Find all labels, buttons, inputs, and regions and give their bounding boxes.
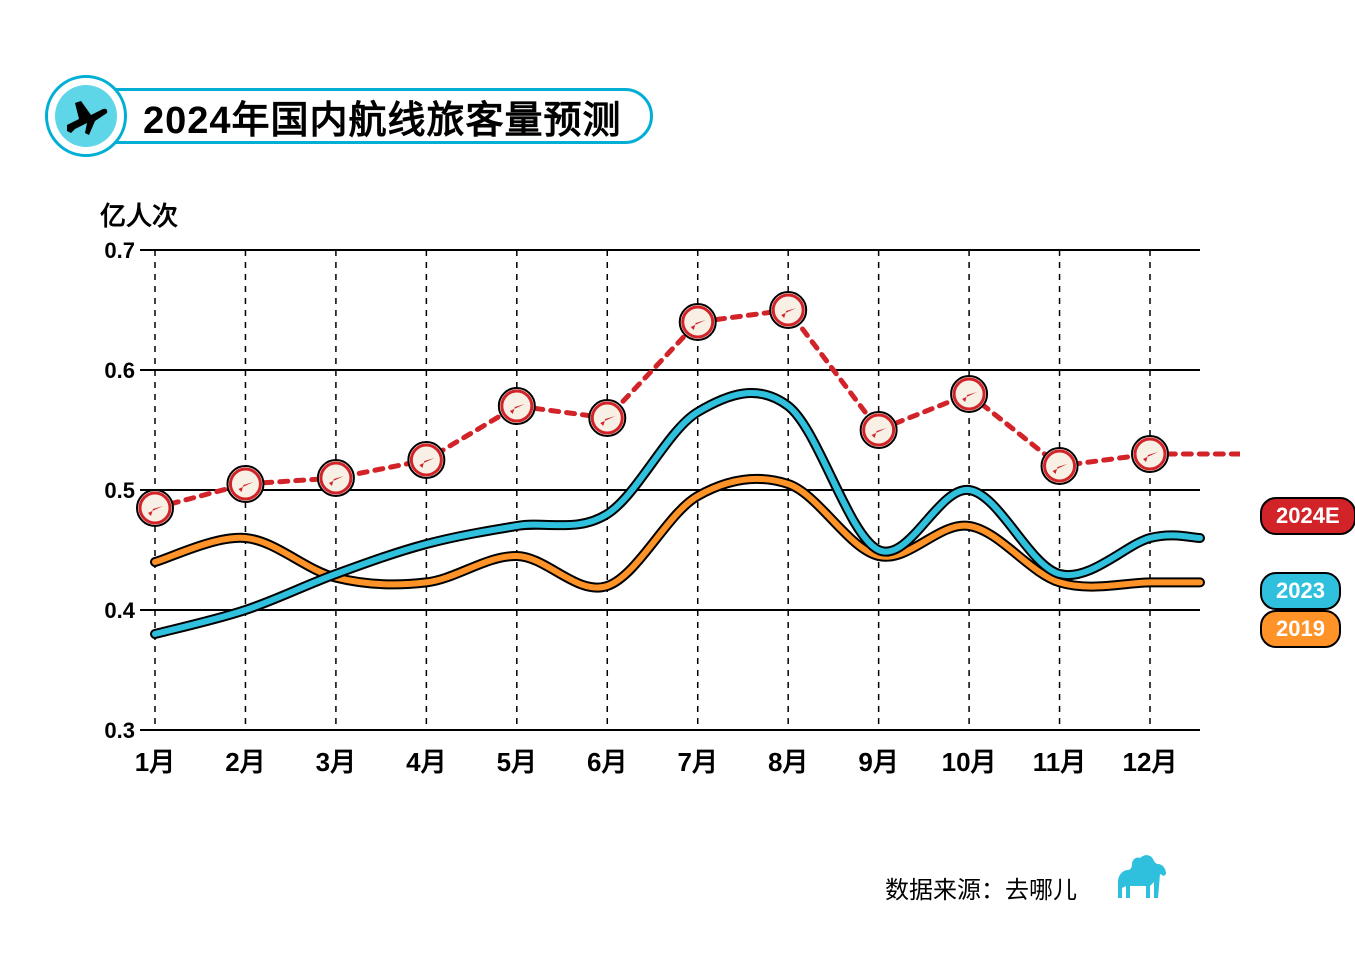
data-source-label: 数据来源：去哪儿 — [885, 870, 1077, 905]
y-tick-label: 0.5 — [85, 478, 135, 504]
x-tick-label: 5月 — [477, 742, 557, 779]
y-tick-label: 0.7 — [85, 238, 135, 264]
x-tick-label: 8月 — [748, 742, 828, 779]
chart-title: 2024年国内航线旅客量预测 — [143, 89, 622, 144]
y-tick-label: 0.4 — [85, 598, 135, 624]
x-tick-label: 7月 — [658, 742, 738, 779]
legend-2019: 2019 — [1260, 610, 1341, 648]
title-container: 2024年国内航线旅客量预测 — [45, 75, 653, 157]
camel-logo-icon — [1110, 850, 1170, 900]
legend-2024e: 2024E — [1260, 497, 1355, 535]
legend-2023: 2023 — [1260, 572, 1341, 610]
title-pill: 2024年国内航线旅客量预测 — [85, 88, 653, 144]
y-tick-label: 0.3 — [85, 718, 135, 744]
x-tick-label: 6月 — [567, 742, 647, 779]
x-tick-label: 12月 — [1110, 742, 1190, 779]
y-tick-label: 0.6 — [85, 358, 135, 384]
x-tick-label: 10月 — [929, 742, 1009, 779]
chart-plot-area — [60, 230, 1240, 790]
x-tick-label: 4月 — [386, 742, 466, 779]
x-tick-label: 2月 — [205, 742, 285, 779]
x-tick-label: 1月 — [115, 742, 195, 779]
x-tick-label: 3月 — [296, 742, 376, 779]
x-tick-label: 9月 — [839, 742, 919, 779]
y-axis-label: 亿人次 — [100, 196, 178, 233]
title-plane-icon — [45, 75, 127, 157]
x-tick-label: 11月 — [1020, 742, 1100, 779]
